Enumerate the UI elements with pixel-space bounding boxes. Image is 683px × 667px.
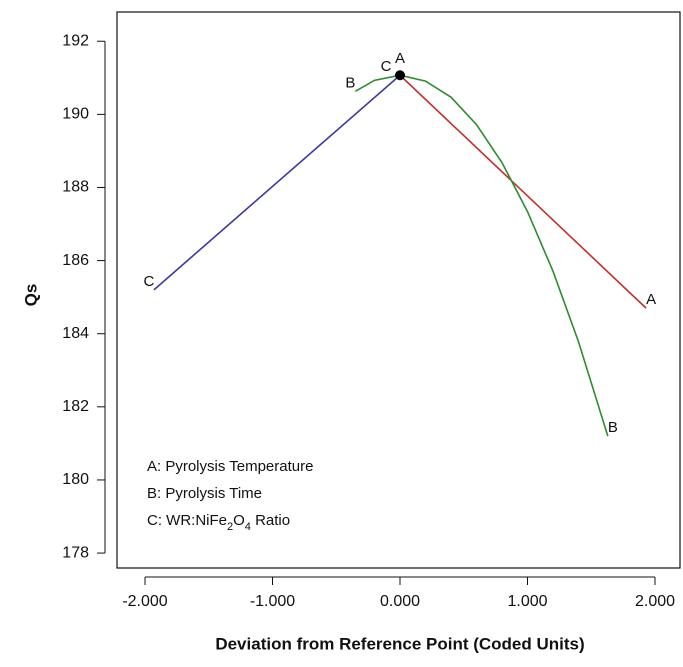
series-line — [153, 74, 401, 291]
plot-frame — [116, 11, 681, 569]
series-end-label: A — [646, 291, 656, 308]
x-tick-label: -1.000 — [250, 593, 295, 610]
legend-text: A: Pyrolysis Temperature — [147, 458, 313, 475]
y-tick-label: 180 — [62, 471, 89, 488]
x-tick-label: 1.000 — [507, 593, 547, 610]
y-tick-label: 186 — [62, 252, 89, 269]
legend-text: O — [233, 512, 245, 529]
series-end-label: C — [381, 58, 392, 75]
series-line — [399, 74, 647, 309]
series-end-label: B — [608, 419, 618, 436]
legend-subscript: 4 — [245, 521, 251, 533]
x-tick-label: 0.000 — [380, 593, 420, 610]
reference-point — [395, 70, 405, 81]
series-end-label: C — [144, 273, 155, 290]
x-tick-label: 2.000 — [635, 593, 675, 610]
series-line — [354, 74, 609, 437]
y-axis-title: Qs — [21, 284, 40, 307]
y-tick-label: 188 — [62, 179, 89, 196]
series-end-label: B — [345, 74, 355, 91]
legend-text: C: WR:NiFe — [147, 512, 227, 529]
legend-entry: C: WR:NiFe2O4 Ratio — [147, 512, 290, 533]
legend-text: B: Pyrolysis Time — [147, 485, 262, 502]
legend-entry: A: Pyrolysis Temperature — [147, 458, 313, 475]
y-tick-label: 182 — [62, 398, 89, 415]
y-tick-label: 178 — [62, 544, 89, 561]
legend-subscript: 2 — [227, 521, 233, 533]
y-tick-label: 190 — [62, 106, 89, 123]
series-end-label: A — [395, 50, 405, 67]
y-tick-label: 184 — [62, 325, 89, 342]
x-tick-label: -2.000 — [122, 593, 167, 610]
legend-text: Ratio — [251, 512, 290, 529]
legend-entry: B: Pyrolysis Time — [147, 485, 262, 502]
x-axis-title: Deviation from Reference Point (Coded Un… — [215, 634, 584, 653]
y-tick-label: 192 — [62, 32, 89, 49]
